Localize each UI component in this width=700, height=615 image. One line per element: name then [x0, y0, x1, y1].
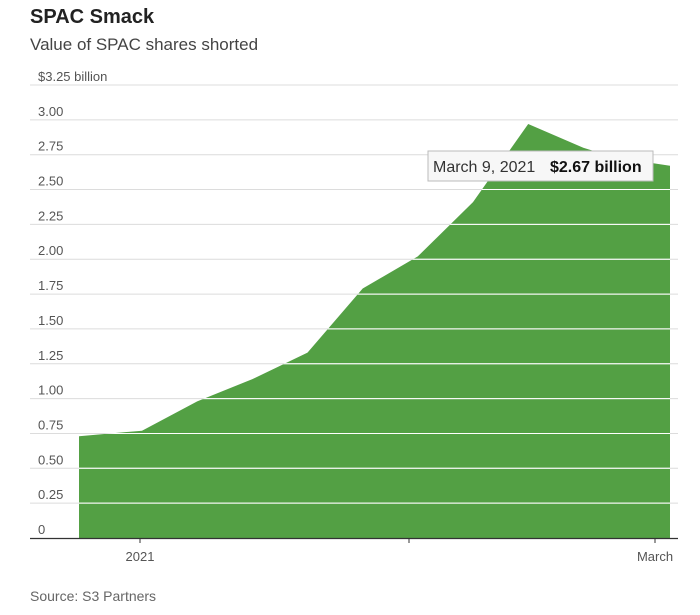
area-chart: 0 0.25 0.50 0.75 1.00 1.25 1.50 1.75 2.00 2.25 2.5… — [30, 69, 678, 564]
tooltip-value: $2.67 billion — [550, 159, 642, 176]
y-tick-label: 2.25 — [38, 208, 63, 223]
y-tick-label: 2.00 — [38, 243, 63, 258]
x-tick-label: March — [637, 549, 673, 564]
y-tick-label: $3.25 billion — [38, 69, 107, 84]
y-tick-label: 1.75 — [38, 278, 63, 293]
y-tick-label: 0 — [38, 522, 45, 537]
y-tick-label: 1.25 — [38, 348, 63, 363]
x-tick-label: 2021 — [126, 549, 155, 564]
tooltip-date: March 9, 2021 — [433, 159, 535, 176]
y-tick-label: 2.75 — [38, 139, 63, 154]
area-series — [79, 124, 670, 538]
y-tick-label: 0.50 — [38, 452, 63, 467]
chart-source: Source: S3 Partners — [30, 588, 157, 604]
y-tick-label: 0.75 — [38, 417, 63, 432]
tooltip-box — [427, 150, 654, 182]
y-tick-label: 3.00 — [38, 104, 63, 119]
y-tick-label: 1.00 — [38, 383, 63, 398]
y-tick-label: 2.50 — [38, 174, 63, 189]
chart-title: SPAC Smack — [30, 6, 155, 28]
chart-subtitle: Value of SPAC shares shorted — [30, 35, 259, 54]
y-tick-label: 0.25 — [38, 487, 63, 502]
value-tooltip: March 9, 2021 $2.67 billion — [427, 150, 654, 182]
y-tick-label: 1.50 — [38, 313, 63, 328]
